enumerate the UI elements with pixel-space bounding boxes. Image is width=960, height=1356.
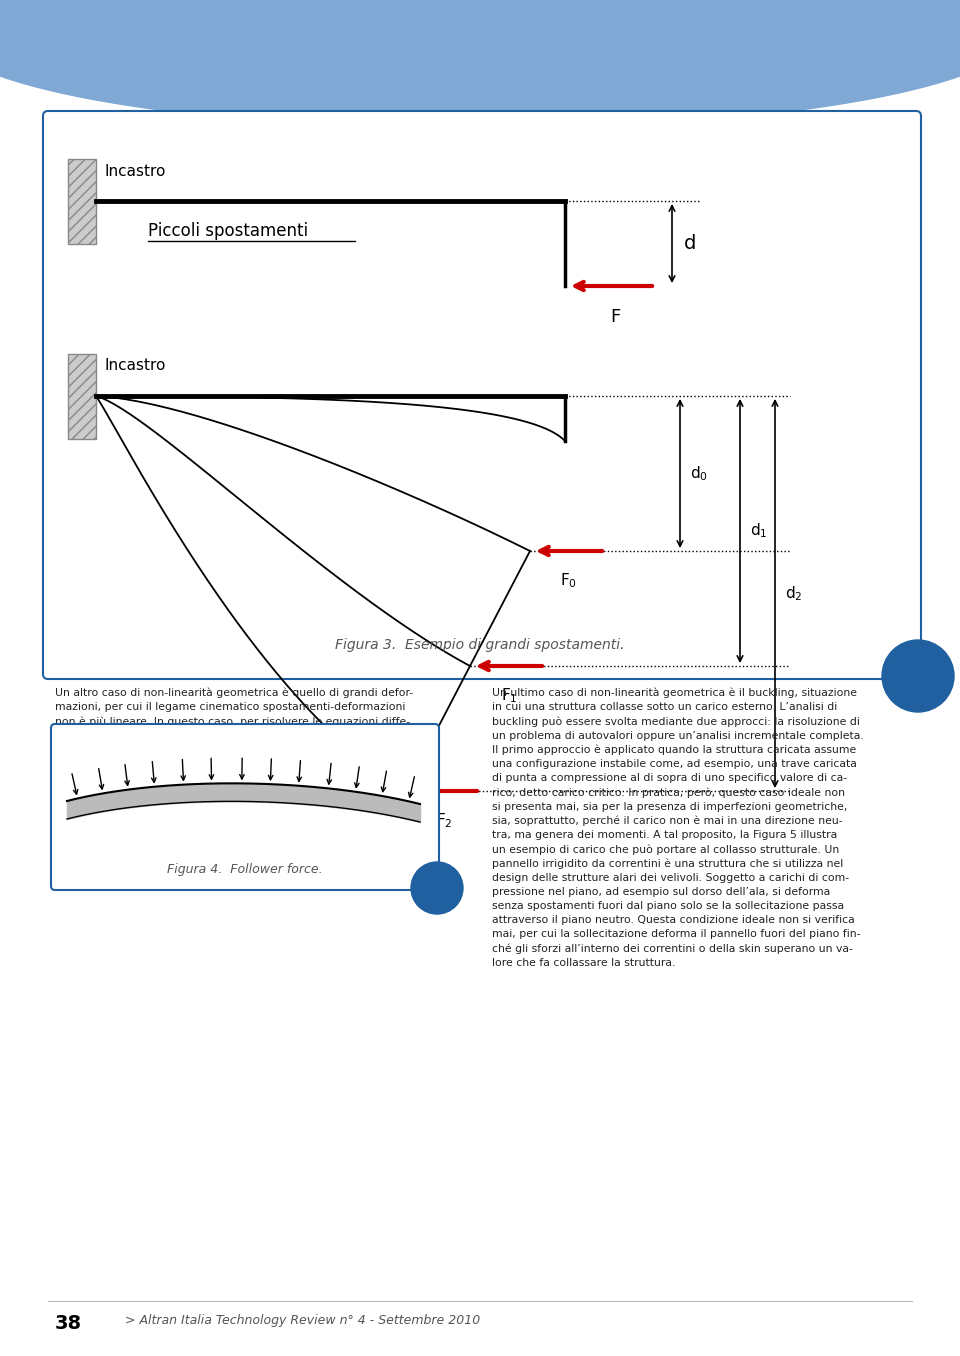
- Text: Figura 3.  Esempio di grandi spostamenti.: Figura 3. Esempio di grandi spostamenti.: [335, 639, 625, 652]
- Text: d: d: [684, 235, 696, 254]
- Bar: [68, 159, 96, 244]
- Text: F$_0$: F$_0$: [561, 571, 578, 590]
- Text: mai, per cui la sollecitazione deforma il pannello fuori del piano fin-: mai, per cui la sollecitazione deforma i…: [492, 929, 860, 940]
- Text: Un’altra non-linearità geometrica è il caso della follower force, mo-: Un’altra non-linearità geometrica è il c…: [55, 773, 421, 784]
- Text: in cui una struttura collasse sotto un carico esterno. L’analisi di: in cui una struttura collasse sotto un c…: [492, 702, 837, 712]
- Bar: [68, 354, 96, 438]
- Text: Un altro caso di non-linearità geometrica è quello di grandi defor-: Un altro caso di non-linearità geometric…: [55, 687, 413, 698]
- Text: si presenta mai, sia per la presenza di imperfezioni geometriche,: si presenta mai, sia per la presenza di …: [492, 801, 848, 812]
- Text: una diversa espressione matematica degli sforzi.: una diversa espressione matematica degli…: [55, 759, 323, 769]
- Text: mazioni, per cui il legame cinematico spostamenti-deformazioni: mazioni, per cui il legame cinematico sp…: [55, 702, 405, 712]
- Text: Un ultimo caso di non-linearità geometrica è il buckling, situazione: Un ultimo caso di non-linearità geometri…: [492, 687, 857, 698]
- Text: buckling può essere svolta mediante due approcci: la risoluzione di: buckling può essere svolta mediante due …: [492, 716, 860, 727]
- Text: un problema di autovalori oppure un’analisi incrementale completa.: un problema di autovalori oppure un’anal…: [492, 731, 864, 740]
- Text: una configurazione instabile come, ad esempio, una trave caricata: una configurazione instabile come, ad es…: [492, 759, 857, 769]
- Text: 38: 38: [55, 1314, 83, 1333]
- Text: rico, detto carico critico. In pratica, però, questo caso ideale non: rico, detto carico critico. In pratica, …: [492, 788, 845, 797]
- Polygon shape: [0, 0, 960, 129]
- Text: pressione nel piano, ad esempio sul dorso dell’ala, si deforma: pressione nel piano, ad esempio sul dors…: [492, 887, 830, 896]
- Text: F$_1$: F$_1$: [501, 686, 517, 705]
- Circle shape: [882, 640, 954, 712]
- FancyBboxPatch shape: [51, 724, 439, 890]
- Text: F$_2$: F$_2$: [436, 811, 452, 830]
- Text: serie al secondo ordine delle deformazioni e, corrispondentemente,: serie al secondo ordine delle deformazio…: [55, 744, 425, 755]
- Text: strata in Figura 4. Se il carico è, ad esempio, una pressione, deve: strata in Figura 4. Se il carico è, ad e…: [55, 788, 413, 797]
- Text: d$_0$: d$_0$: [690, 464, 708, 483]
- Text: d$_1$: d$_1$: [750, 522, 768, 540]
- Text: d$_2$: d$_2$: [785, 584, 803, 603]
- Text: un esempio di carico che può portare al collasso strutturale. Un: un esempio di carico che può portare al …: [492, 845, 839, 854]
- Text: F: F: [610, 308, 620, 325]
- Text: non è più lineare. In questo caso, per risolvere le equazioni diffe-: non è più lineare. In questo caso, per r…: [55, 716, 410, 727]
- Text: essere sempre normale alla superficie su cui è applicato e quindi: essere sempre normale alla superficie su…: [55, 801, 410, 812]
- Circle shape: [411, 862, 463, 914]
- Text: design delle strutture alari dei velivoli. Soggetto a carichi di com-: design delle strutture alari dei velivol…: [492, 873, 850, 883]
- Text: Incastro: Incastro: [104, 164, 165, 179]
- Text: lore che fa collassare la struttura.: lore che fa collassare la struttura.: [492, 957, 676, 968]
- Text: Grandi spostamenti: Grandi spostamenti: [118, 730, 281, 747]
- Text: Figura 4.  Follower force.: Figura 4. Follower force.: [167, 862, 323, 876]
- Text: ché gli sforzi all’interno dei correntini o della skin superano un va-: ché gli sforzi all’interno dei correntin…: [492, 944, 852, 955]
- Text: la “seguirà” nella sua deformazione.: la “seguirà” nella sua deformazione.: [55, 816, 253, 826]
- Text: renziali dell’analisi strutturale, si deve impiegare uno sviluppo in: renziali dell’analisi strutturale, si de…: [55, 731, 408, 740]
- Text: attraverso il piano neutro. Questa condizione ideale non si verifica: attraverso il piano neutro. Questa condi…: [492, 915, 854, 925]
- Text: pannello irrigidito da correntini è una struttura che si utilizza nel: pannello irrigidito da correntini è una …: [492, 858, 843, 869]
- Text: > Altran Italia Technology Review n° 4 - Settembre 2010: > Altran Italia Technology Review n° 4 -…: [125, 1314, 480, 1328]
- Text: Il primo approccio è applicato quando la struttura caricata assume: Il primo approccio è applicato quando la…: [492, 744, 856, 755]
- FancyBboxPatch shape: [43, 111, 921, 679]
- Text: senza spostamenti fuori dal piano solo se la sollecitazione passa: senza spostamenti fuori dal piano solo s…: [492, 900, 844, 911]
- Text: tra, ma genera dei momenti. A tal proposito, la Figura 5 illustra: tra, ma genera dei momenti. A tal propos…: [492, 830, 837, 839]
- Text: di punta a compressione al di sopra di uno specifico valore di ca-: di punta a compressione al di sopra di u…: [492, 773, 847, 784]
- Text: Incastro: Incastro: [104, 358, 165, 373]
- Text: sia, soprattutto, perché il carico non è mai in una direzione neu-: sia, soprattutto, perché il carico non è…: [492, 816, 843, 826]
- Text: Piccoli spostamenti: Piccoli spostamenti: [148, 221, 308, 240]
